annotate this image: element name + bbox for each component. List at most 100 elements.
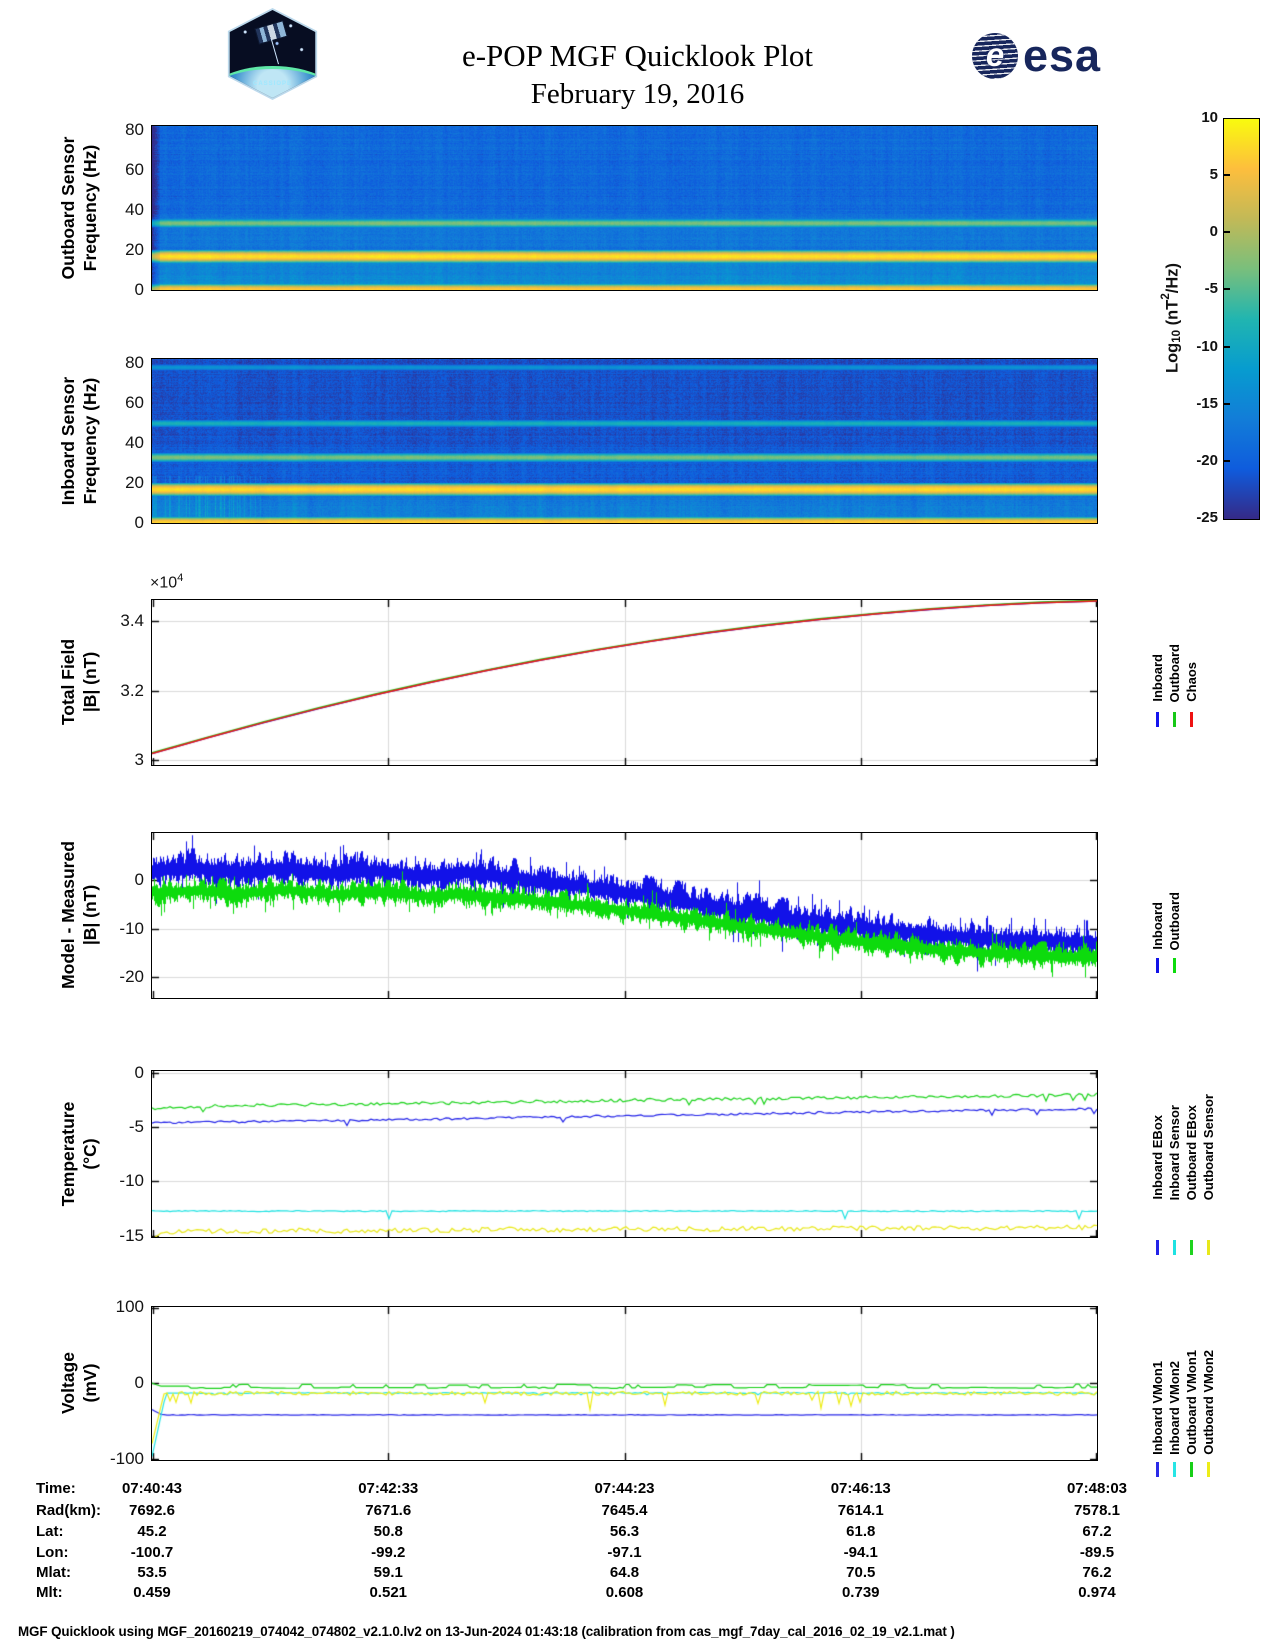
y-tick-label: 3.2 [120, 680, 144, 700]
y-tick-label: 80 [125, 353, 144, 372]
colorbar-tick-mark [1224, 288, 1230, 291]
cassiope-mission-patch: CASSIOPE [227, 8, 318, 100]
legend-marker-col [1150, 958, 1165, 973]
legend-item: Outboard [1167, 892, 1182, 951]
legend-marker-col [1201, 1462, 1216, 1477]
table-cell: -94.1 [843, 1544, 878, 1561]
legend-label: Inboard [1150, 902, 1165, 950]
table-cell: 70.5 [846, 1564, 876, 1581]
colorbar-tick-label: -20 [1196, 451, 1218, 469]
table-cell: -89.5 [1079, 1544, 1115, 1561]
legend-marker [1190, 712, 1193, 727]
legend-marker [1190, 1240, 1193, 1255]
model-measured-plot [150, 831, 1098, 999]
legend-item: Outboard VMon2 [1201, 1350, 1216, 1455]
legend-marker [1156, 958, 1159, 973]
legend-marker-col [1150, 1462, 1165, 1477]
colorbar-tick-label: 0 [1209, 223, 1218, 241]
page-title: e-POP MGF Quicklook Plot [461, 38, 814, 73]
legend-temperature: Inboard EBox Inboard Sensor Outboard EBox O… [1150, 1025, 1216, 1200]
table-cell: 0.739 [841, 1584, 880, 1601]
legend-item: Chaos [1184, 662, 1199, 702]
table-cell: 7671.6 [365, 1502, 412, 1519]
voltage-canvas [151, 1306, 1097, 1460]
outboard-spectrogram-plot [150, 124, 1098, 291]
temperature-plot [150, 1069, 1098, 1238]
table-row-label: Time: [36, 1480, 76, 1497]
colorbar-tick-label: -15 [1196, 394, 1218, 412]
legend-marker [1173, 712, 1176, 727]
legend-total_field: Inboard Outboard Chaos [1150, 527, 1199, 703]
table-row-label: Rad(km): [36, 1502, 102, 1519]
y-tick-label: 3 [134, 750, 144, 770]
ylabel-line: (°C) [80, 1138, 100, 1170]
colorbar-tick-mark [1224, 345, 1230, 348]
patch-label: CASSIOPE [252, 80, 292, 87]
legend-marker-col [1184, 712, 1199, 727]
table-cell: 7692.6 [129, 1502, 175, 1519]
colorbar-tick-label: -25 [1196, 509, 1218, 526]
table-cell: 53.5 [137, 1564, 167, 1581]
table-cell: 07:40:43 [121, 1480, 183, 1497]
table-row-label: Mlat: [36, 1564, 71, 1581]
legend-markers-voltage [1150, 1462, 1216, 1477]
table-cell: 0.608 [605, 1584, 644, 1601]
table-cell: 07:42:33 [358, 1480, 419, 1497]
legend-marker-col [1167, 1462, 1182, 1477]
y-tick-label: 3.4 [120, 610, 144, 630]
y-tick-label: -10 [119, 1171, 144, 1191]
temperature-canvas [151, 1070, 1097, 1237]
table-row-label: Lat: [36, 1523, 64, 1540]
legend-item: Outboard VMon1 [1184, 1350, 1199, 1455]
legend-item: Inboard EBox [1150, 1115, 1165, 1200]
table-cell: 07:46:13 [830, 1480, 891, 1497]
y-tick-label: 0 [134, 870, 144, 890]
table-row-label: Mlt: [36, 1584, 63, 1601]
colorbar-tick-label: -10 [1196, 337, 1218, 355]
y-tick-label: 0 [134, 280, 144, 299]
table-cell: -99.2 [371, 1544, 406, 1561]
table-row-label: Lon: [36, 1544, 69, 1561]
legend-markers-total_field [1150, 712, 1199, 727]
legend-voltage: Inboard VMon1 Inboard VMon2 Outboard VMon1… [1150, 1280, 1216, 1455]
legend-label: Inboard [1150, 654, 1165, 702]
legend-item: Inboard VMon2 [1167, 1361, 1182, 1455]
legend-marker [1190, 1462, 1193, 1477]
page-subtitle: February 19, 2016 [530, 78, 745, 110]
table-cell: 45.2 [137, 1523, 167, 1540]
model-measured-canvas [151, 832, 1097, 998]
esa-wordmark: esa [1023, 30, 1102, 81]
footer-text: MGF Quicklook using MGF_20160219_074042_… [18, 1624, 955, 1639]
table-cell: 50.8 [373, 1523, 403, 1540]
colorbar-tick-label: -5 [1204, 280, 1218, 298]
y-tick-label: -15 [119, 1225, 144, 1245]
legend-label: Inboard VMon1 [1150, 1361, 1165, 1455]
y-tick-label: 20 [125, 473, 144, 492]
y-tick-label: -5 [128, 1117, 144, 1137]
table-cell: 07:44:23 [594, 1480, 655, 1497]
y-tick-label: 100 [115, 1297, 144, 1317]
legend-marker-col [1167, 712, 1182, 727]
esa-globe-letter: e [985, 36, 1005, 73]
legend-label: Inboard Sensor [1167, 1104, 1182, 1200]
legend-marker [1173, 958, 1176, 973]
exponent-power: 4 [177, 572, 184, 584]
legend-label: Outboard [1167, 891, 1182, 951]
legend-label: Inboard EBox [1150, 1115, 1165, 1200]
table-cell: 67.2 [1082, 1523, 1112, 1540]
legend-marker [1173, 1462, 1176, 1477]
legend-item: Inboard [1150, 902, 1165, 950]
voltage-plot [150, 1305, 1098, 1461]
legend-item: Outboard Sensor [1201, 1094, 1216, 1200]
y-tick-label: 60 [125, 160, 144, 179]
y-tick-label: -10 [119, 918, 144, 938]
table-cell: 64.8 [609, 1564, 640, 1581]
colorbar-tick-label: 5 [1209, 166, 1218, 184]
y-axis-exponent: ×104 [150, 572, 183, 592]
exponent-base: ×10 [150, 574, 178, 592]
legend-marker-col [1184, 1240, 1199, 1255]
inboard-spectrogram-canvas [151, 358, 1097, 523]
y-tick-label: -100 [109, 1448, 144, 1468]
legend-marker [1156, 712, 1159, 727]
legend-markers-model_minus_measured [1150, 958, 1182, 973]
